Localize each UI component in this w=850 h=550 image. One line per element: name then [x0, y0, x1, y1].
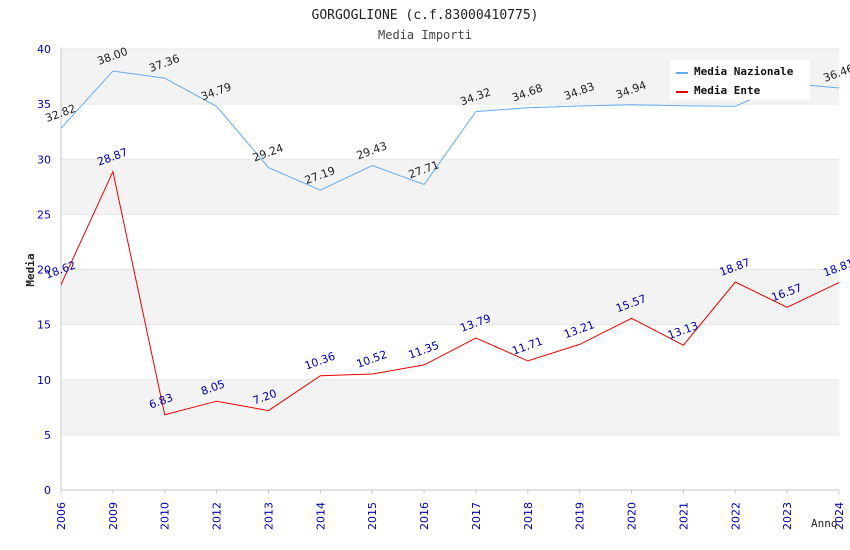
grid-band [61, 269, 839, 325]
y-axis-label: Media [24, 253, 37, 286]
y-tick-label: 25 [37, 208, 51, 221]
x-tick-label: 2024 [833, 502, 846, 530]
x-axis-label: Anno [811, 517, 838, 530]
legend-box [670, 60, 810, 100]
series-lines [60, 70, 840, 416]
x-tick-label: 2023 [781, 502, 794, 530]
grid-band [61, 434, 839, 490]
series-line-media-nazionale [60, 70, 840, 191]
y-tick-label: 40 [37, 43, 51, 56]
x-tick-label: 2015 [366, 502, 379, 530]
grid-bands [61, 48, 839, 491]
y-tick-label: 30 [37, 153, 51, 166]
x-tick-label: 2013 [262, 502, 275, 530]
chart-subtitle: Media Importi [378, 28, 472, 42]
x-tick-label: 2014 [314, 502, 327, 530]
legend: Media Nazionale Media Ente [670, 60, 810, 100]
x-tick-label: 2010 [159, 502, 172, 530]
x-tick-label: 2017 [470, 502, 483, 530]
chart-title: GORGOGLIONE (c.f.83000410775) [312, 8, 539, 23]
grid-band [61, 159, 839, 215]
x-tick-label: 2016 [418, 502, 431, 530]
grid-band [61, 379, 839, 435]
y-tick-label: 5 [44, 429, 51, 442]
y-tick-label: 20 [37, 264, 51, 277]
legend-label-ente: Media Ente [694, 84, 761, 97]
grid-band [61, 104, 839, 160]
x-tick-label: 2019 [574, 502, 587, 530]
x-tick-label: 2020 [626, 502, 639, 530]
x-tick-label: 2012 [211, 502, 224, 530]
x-tick-label: 2021 [677, 502, 690, 530]
x-tick-label: 2022 [729, 502, 742, 530]
y-tick-label: 15 [37, 319, 51, 332]
x-tick-label: 2009 [107, 502, 120, 530]
grid-band [61, 324, 839, 380]
series-line-media-ente [60, 170, 840, 416]
grid-band [61, 214, 839, 270]
legend-label-nazionale: Media Nazionale [694, 65, 794, 78]
x-tick-label: 2006 [55, 502, 68, 530]
x-tick-label: 2018 [522, 502, 535, 530]
y-tick-label: 35 [37, 98, 51, 111]
y-tick-label: 10 [37, 374, 51, 387]
y-tick-label: 0 [44, 484, 51, 497]
axes: 0 5 10 15 20 25 30 35 40 2006 2009 2010 2012 2013 2014… [37, 43, 846, 530]
